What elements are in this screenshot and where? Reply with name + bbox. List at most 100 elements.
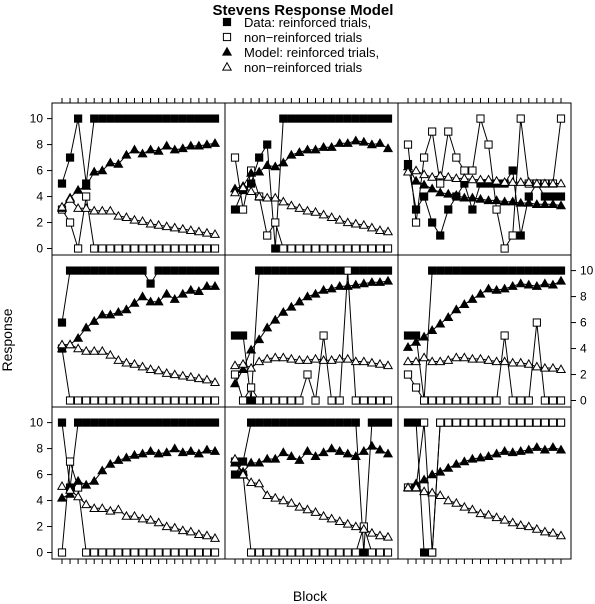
data-point bbox=[129, 449, 140, 459]
data-point bbox=[263, 548, 272, 557]
data-point bbox=[475, 288, 486, 298]
data-point bbox=[436, 418, 445, 427]
data-point bbox=[382, 531, 394, 541]
data-point bbox=[114, 548, 123, 557]
data-point bbox=[515, 278, 526, 288]
data-point bbox=[491, 448, 502, 458]
data-point bbox=[443, 188, 454, 198]
data-point bbox=[169, 522, 180, 532]
data-point bbox=[255, 418, 264, 427]
data-point bbox=[105, 458, 116, 468]
data-point bbox=[294, 355, 305, 364]
data-point bbox=[375, 396, 385, 405]
series-filled-triangle bbox=[56, 443, 221, 502]
data-point bbox=[122, 418, 131, 427]
series-open-square bbox=[57, 192, 220, 253]
data-point bbox=[411, 383, 421, 392]
data-point bbox=[311, 114, 320, 123]
data-point bbox=[154, 114, 163, 123]
data-point bbox=[483, 174, 494, 184]
series-open-triangle bbox=[229, 182, 394, 236]
data-point bbox=[89, 166, 100, 176]
legend-marker-filled-triangle bbox=[221, 46, 233, 56]
data-point bbox=[523, 358, 534, 368]
data-point bbox=[122, 244, 131, 253]
data-point bbox=[238, 457, 248, 466]
data-point bbox=[500, 331, 509, 340]
data-point bbox=[303, 114, 312, 123]
data-point bbox=[507, 196, 518, 206]
data-point bbox=[97, 345, 108, 355]
data-point bbox=[194, 244, 203, 253]
data-point bbox=[238, 396, 248, 405]
data-point bbox=[262, 490, 273, 499]
data-point bbox=[82, 192, 91, 201]
data-point bbox=[254, 191, 265, 201]
data-point bbox=[254, 166, 265, 176]
data-point bbox=[98, 244, 107, 253]
series-open-square bbox=[403, 418, 566, 557]
data-point bbox=[374, 358, 386, 368]
data-point bbox=[468, 266, 477, 275]
data-point bbox=[523, 444, 534, 454]
data-point bbox=[516, 396, 525, 405]
data-point bbox=[178, 266, 187, 275]
data-point bbox=[278, 157, 289, 167]
data-point bbox=[81, 180, 92, 190]
data-point bbox=[451, 497, 462, 507]
data-point bbox=[57, 548, 67, 557]
data-point bbox=[428, 548, 437, 557]
data-point bbox=[129, 214, 140, 224]
data-point bbox=[443, 355, 454, 364]
data-point bbox=[326, 212, 337, 221]
data-point bbox=[105, 505, 116, 515]
data-point bbox=[351, 396, 360, 405]
data-point bbox=[532, 318, 541, 327]
data-point bbox=[343, 548, 352, 557]
data-point bbox=[130, 548, 139, 557]
data-point bbox=[270, 192, 281, 202]
data-point bbox=[359, 396, 368, 405]
data-point bbox=[262, 160, 273, 170]
data-point bbox=[255, 548, 264, 557]
data-point bbox=[137, 291, 148, 301]
data-point bbox=[420, 192, 429, 201]
data-point bbox=[375, 244, 385, 253]
data-point bbox=[178, 114, 187, 123]
data-point bbox=[436, 396, 445, 405]
data-point bbox=[358, 278, 369, 288]
data-point bbox=[210, 396, 220, 405]
data-point bbox=[499, 445, 510, 455]
data-point bbox=[539, 278, 550, 288]
data-point bbox=[459, 456, 470, 466]
data-point bbox=[366, 440, 377, 450]
data-point bbox=[113, 158, 124, 168]
data-point bbox=[374, 138, 386, 147]
data-point bbox=[193, 529, 204, 538]
data-point bbox=[435, 318, 446, 328]
data-point bbox=[326, 513, 337, 523]
data-point bbox=[302, 355, 313, 364]
data-point bbox=[318, 447, 329, 457]
data-point bbox=[279, 396, 288, 405]
data-point bbox=[539, 362, 550, 372]
data-point bbox=[547, 199, 559, 208]
legend-marker-filled-square bbox=[222, 17, 232, 27]
y-tick-label: 10 bbox=[30, 416, 44, 430]
data-point bbox=[499, 356, 510, 366]
data-point bbox=[460, 266, 469, 275]
data-point bbox=[467, 192, 478, 202]
data-point bbox=[467, 453, 478, 463]
data-point bbox=[556, 266, 566, 275]
data-point bbox=[271, 396, 280, 405]
data-point bbox=[475, 174, 486, 184]
y-tick-label: 8 bbox=[36, 138, 43, 152]
data-point bbox=[335, 114, 344, 123]
data-point bbox=[271, 548, 280, 557]
data-point bbox=[279, 244, 288, 253]
data-point bbox=[294, 455, 305, 464]
series-filled-square bbox=[57, 418, 220, 492]
series-line bbox=[407, 446, 562, 488]
data-point bbox=[121, 357, 132, 367]
data-point bbox=[263, 266, 272, 275]
